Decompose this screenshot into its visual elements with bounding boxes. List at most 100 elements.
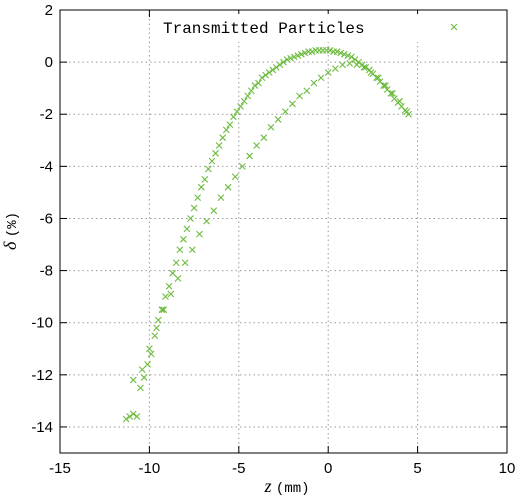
data-point — [310, 79, 318, 87]
data-point — [303, 87, 311, 95]
data-point — [348, 53, 355, 61]
data-point — [151, 332, 159, 340]
data-point — [353, 61, 361, 69]
data-point — [294, 52, 302, 59]
axis-ticks: -15 -10 -5 0 5 10 -14 -12 -10 -8 -6 -4 -2 0 2 — [31, 2, 515, 477]
data-point — [289, 100, 296, 108]
data-point — [187, 215, 194, 222]
data-point — [146, 345, 153, 353]
data-point — [276, 61, 284, 69]
data-point — [324, 69, 332, 76]
y-tick-label: -14 — [31, 419, 53, 436]
data-point — [333, 48, 341, 56]
plot-frame — [59, 9, 508, 454]
data-point — [181, 259, 189, 267]
data-point — [403, 108, 411, 116]
data-point — [129, 410, 137, 418]
data-point — [133, 413, 141, 420]
data-point — [172, 259, 180, 267]
y-axis-label-unit: (%) — [5, 212, 21, 237]
data-point — [267, 123, 275, 131]
data-point — [137, 384, 144, 392]
data-point — [346, 60, 354, 67]
data-point — [326, 47, 334, 54]
plot-area — [60, 10, 507, 453]
data-point — [272, 63, 280, 71]
y-tick-label: -2 — [40, 106, 53, 123]
data-point — [147, 350, 155, 358]
data-point — [280, 58, 287, 66]
data-point — [233, 108, 241, 116]
data-point — [210, 207, 218, 215]
data-point — [190, 204, 198, 212]
x-axis-label-unit: (mm) — [276, 481, 310, 497]
data-point — [258, 74, 266, 82]
data-point — [212, 149, 219, 157]
data-point — [160, 306, 168, 314]
data-point — [269, 66, 277, 74]
data-point — [246, 152, 253, 160]
y-tick-label: -4 — [40, 158, 53, 175]
y-tick-label: -12 — [31, 367, 53, 384]
data-point — [374, 74, 382, 82]
data-point — [351, 56, 359, 63]
data-point — [144, 361, 152, 368]
data-point — [179, 235, 187, 243]
data-point — [140, 374, 148, 381]
data-point — [231, 173, 239, 181]
y-axis-label-main: δ — [0, 241, 20, 250]
data-point — [176, 246, 184, 254]
legend-label: Transmitted Particles — [163, 20, 365, 38]
y-tick-label: 0 — [45, 54, 53, 71]
data-point — [224, 183, 232, 191]
legend-background — [158, 14, 472, 42]
data-point — [367, 69, 375, 76]
data-point — [138, 366, 146, 374]
data-point — [217, 194, 225, 202]
data-point — [262, 71, 270, 79]
y-tick-label: 2 — [45, 2, 53, 19]
data-point — [396, 97, 404, 105]
data-point — [297, 50, 305, 58]
data-point — [387, 89, 395, 97]
data-point — [301, 49, 309, 57]
data-point — [126, 413, 134, 420]
data-point — [290, 53, 298, 61]
data-point — [194, 194, 202, 202]
data-point — [230, 113, 237, 121]
x-tick-label: 5 — [413, 460, 421, 477]
data-point — [174, 275, 182, 282]
data-point — [362, 63, 370, 71]
data-point — [340, 50, 348, 58]
data-point — [222, 126, 230, 134]
data-point — [205, 165, 212, 173]
data-point — [196, 230, 203, 238]
data-point — [251, 82, 259, 89]
data-point — [283, 56, 291, 63]
data-point — [360, 63, 368, 71]
data-point — [162, 293, 169, 301]
data-series — [122, 47, 413, 423]
data-point — [169, 269, 177, 277]
data-point — [296, 92, 303, 100]
data-point — [255, 79, 262, 87]
data-point — [344, 52, 352, 59]
x-tick-label: -15 — [49, 460, 71, 477]
x-tick-label: 10 — [499, 460, 516, 477]
data-point — [389, 89, 396, 97]
data-point — [237, 103, 244, 110]
data-point — [339, 61, 346, 69]
data-point — [281, 108, 289, 116]
data-point — [260, 134, 268, 142]
data-point — [188, 246, 196, 254]
data-point — [274, 116, 282, 123]
y-tick-label: -6 — [40, 210, 53, 227]
x-tick-label: -5 — [232, 460, 245, 477]
data-point — [129, 376, 137, 384]
data-point — [317, 74, 325, 82]
data-point — [197, 183, 205, 191]
data-point — [287, 54, 295, 62]
x-axis-label-main: z — [263, 476, 271, 496]
data-point — [240, 97, 248, 105]
data-point — [253, 142, 261, 149]
